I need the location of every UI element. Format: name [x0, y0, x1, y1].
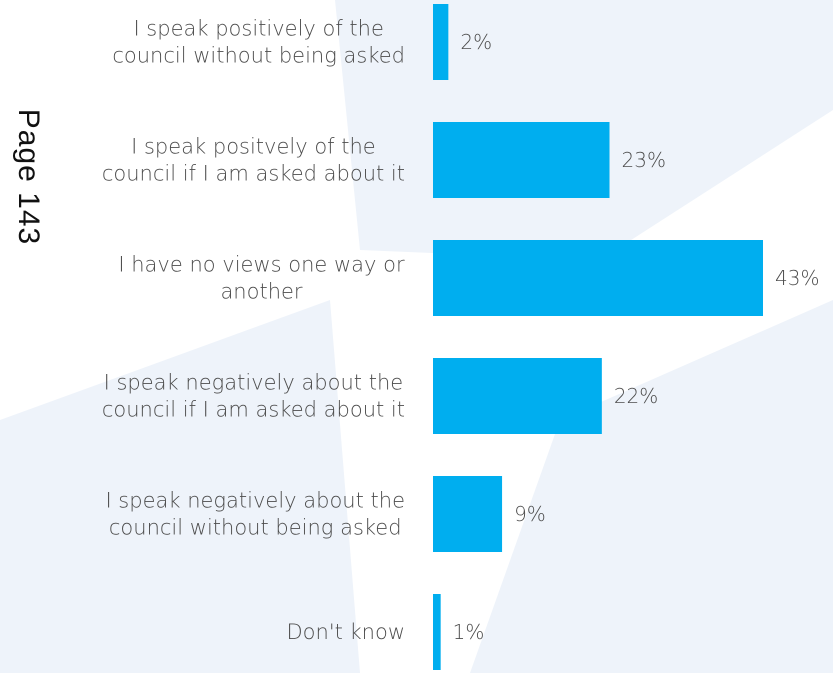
category-label-line: I have no views one way or: [118, 253, 405, 277]
bar-0: [433, 4, 449, 80]
category-label-line: I speak negatively about the: [104, 371, 404, 395]
category-label-1: I speak positvely of the council if I am …: [102, 135, 405, 186]
category-label-line: I speak negatively about the: [105, 489, 405, 513]
category-label-2: I have no views one way or another: [118, 253, 405, 304]
category-label-line: council if I am asked about it: [102, 398, 405, 422]
bar-3: [433, 358, 602, 434]
watermark-shape-left: [0, 300, 360, 673]
bar-2: [433, 240, 763, 316]
category-label-line: Don't know: [286, 620, 405, 644]
category-label-4: I speak negatively about the council with…: [105, 489, 405, 540]
category-label-line: council without being asked: [112, 44, 405, 68]
category-label-line: I speak positvely of the: [131, 135, 376, 159]
watermark-shape-right: [470, 300, 833, 673]
value-label-3: 22%: [614, 384, 658, 408]
category-label-0: I speak positively of the council without…: [112, 17, 405, 68]
category-label-line: I speak positively of the: [133, 17, 383, 41]
bar-5: [433, 594, 441, 670]
category-label-5: Don't know: [286, 620, 405, 644]
category-label-line: council without being asked: [109, 516, 402, 540]
category-label-line: council if I am asked about it: [102, 162, 405, 186]
value-label-4: 9%: [514, 502, 546, 526]
bar-1: [433, 122, 610, 198]
category-label-line: another: [220, 280, 302, 304]
category-label-3: I speak negatively about the council if I…: [102, 371, 405, 422]
bar-4: [433, 476, 503, 552]
value-label-5: 1%: [453, 620, 485, 644]
value-label-2: 43%: [775, 266, 819, 290]
value-label-1: 23%: [622, 148, 666, 172]
value-label-0: 2%: [460, 30, 492, 54]
